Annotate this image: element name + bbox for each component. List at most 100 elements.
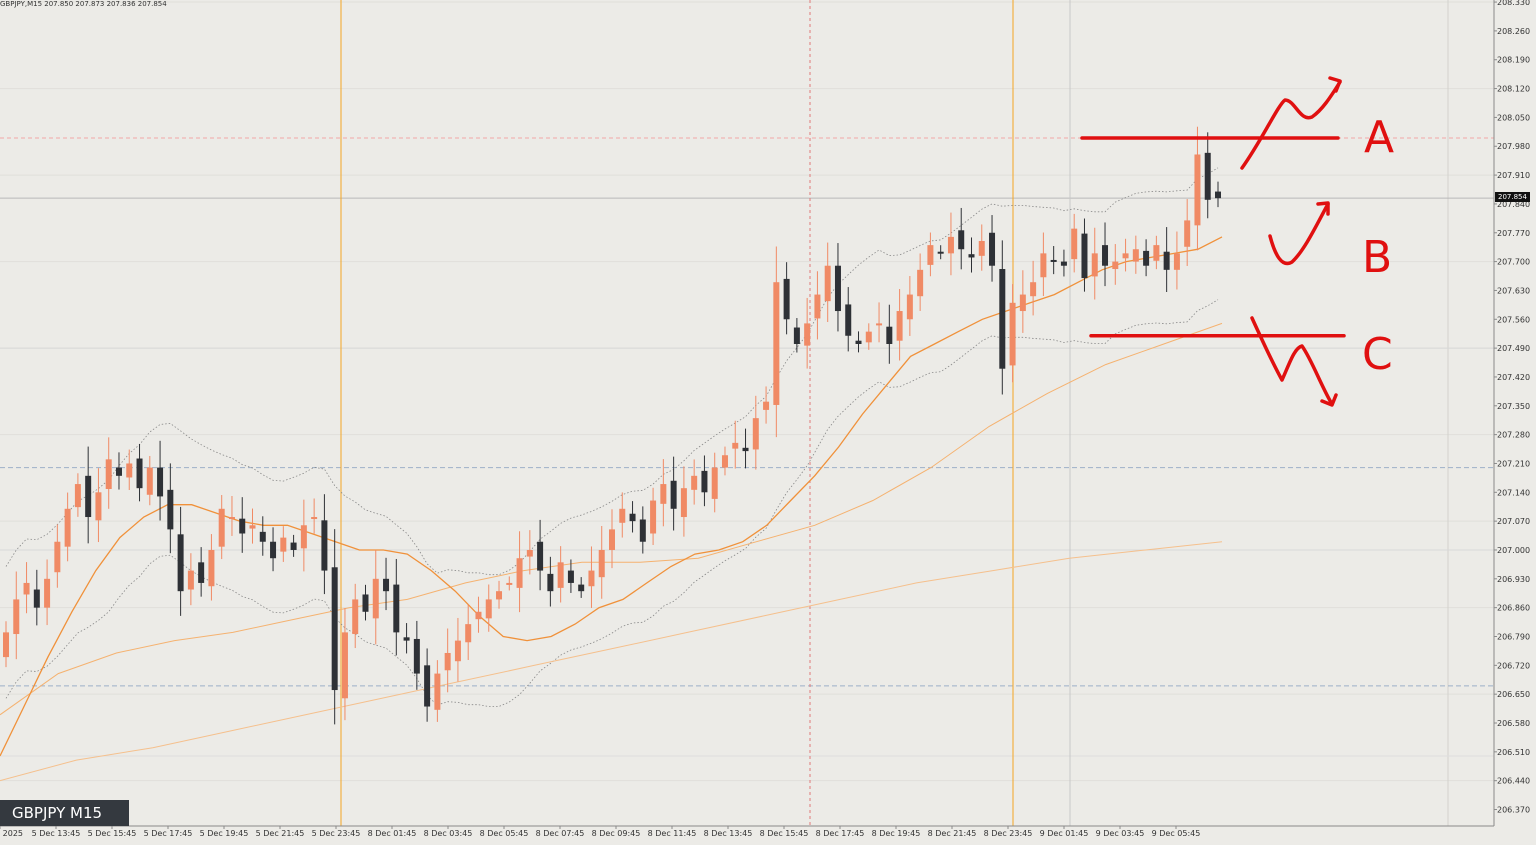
bull-candle xyxy=(896,311,903,341)
bear-candle xyxy=(968,254,975,258)
bull-candle xyxy=(1122,253,1129,259)
bull-candle xyxy=(218,508,225,547)
current-price-tag: 207.854 xyxy=(1495,192,1530,202)
ma-mid-line xyxy=(0,322,1223,716)
price-tick-label: 207.000 xyxy=(1497,546,1530,555)
bear-candle xyxy=(239,518,246,534)
scenario-c-arrowhead xyxy=(1320,393,1338,407)
price-tick-label: 208.260 xyxy=(1497,27,1530,36)
time-tick-label: 5 Dec 17:45 xyxy=(144,829,193,838)
bull-candle xyxy=(13,599,20,635)
price-tick-label: 207.350 xyxy=(1497,402,1530,411)
bear-candle xyxy=(958,230,965,250)
bull-candle xyxy=(906,294,913,320)
bear-candle xyxy=(537,541,544,571)
bear-candle xyxy=(177,534,184,592)
bull-candle xyxy=(1112,261,1119,270)
bear-candle xyxy=(670,480,677,509)
bear-candle xyxy=(1143,250,1150,266)
bull-candle xyxy=(721,455,728,468)
bull-candle xyxy=(146,467,153,495)
bull-candle xyxy=(650,500,657,534)
bear-candle xyxy=(1215,191,1221,199)
symbol-info-line: GBPJPY,M15 207.850 207.873 207.836 207.8… xyxy=(0,0,167,8)
bear-candle xyxy=(424,665,431,707)
time-tick-label: 5 Dec 15:45 xyxy=(88,829,137,838)
bollinger-lower xyxy=(5,299,1219,707)
time-tick-label: 8 Dec 17:45 xyxy=(816,829,865,838)
price-tick-label: 206.650 xyxy=(1497,690,1530,699)
bear-candle xyxy=(783,278,790,320)
bull-candle xyxy=(208,549,215,587)
bull-candle xyxy=(588,570,595,587)
time-tick-label: 8 Dec 09:45 xyxy=(592,829,641,838)
price-tick-label: 208.120 xyxy=(1497,85,1530,94)
bull-candle xyxy=(927,245,934,265)
price-tick-label: 206.860 xyxy=(1497,604,1530,613)
bull-candle xyxy=(619,508,626,523)
bear-candle xyxy=(1081,233,1088,279)
bollinger-upper xyxy=(5,167,1219,576)
time-tick-label: 9 Dec 03:45 xyxy=(1096,829,1145,838)
bull-candle xyxy=(434,673,441,710)
bear-candle xyxy=(393,584,400,633)
time-tick-label: 5 Dec 13:45 xyxy=(32,829,81,838)
bull-candle xyxy=(814,294,821,319)
bull-candle xyxy=(23,582,30,595)
bull-candle xyxy=(516,558,523,588)
price-tick-label: 207.210 xyxy=(1497,459,1530,468)
bear-candle xyxy=(362,594,369,612)
bear-candle xyxy=(742,447,749,452)
bear-candle xyxy=(85,475,92,518)
drawn-annotations: A BC xyxy=(1080,76,1394,407)
bull-candle xyxy=(341,632,348,699)
time-tick-label: 8 Dec 07:45 xyxy=(536,829,585,838)
label-c: C xyxy=(1362,329,1393,380)
bull-candle xyxy=(1184,220,1191,247)
bear-candle xyxy=(886,326,893,344)
price-tick-label: 206.370 xyxy=(1497,806,1530,815)
bull-candle xyxy=(865,331,872,343)
scenario-a-arrow xyxy=(1240,80,1342,170)
bear-candle xyxy=(567,570,574,583)
bull-candle xyxy=(187,570,194,590)
bull-candle xyxy=(454,640,461,662)
price-tick-label: 208.330 xyxy=(1497,0,1530,7)
bear-candle xyxy=(321,520,328,571)
bear-candle xyxy=(639,519,646,542)
bull-candle xyxy=(1071,228,1078,260)
bear-candle xyxy=(701,470,708,493)
time-tick-label: 8 Dec 01:45 xyxy=(368,829,417,838)
bear-candle xyxy=(1204,152,1211,200)
price-tick-label: 207.840 xyxy=(1497,200,1530,209)
bear-candle xyxy=(115,467,122,476)
bull-candle xyxy=(105,459,112,490)
bull-candle xyxy=(691,475,698,490)
price-tick-label: 207.630 xyxy=(1497,286,1530,295)
bear-candle xyxy=(1102,245,1109,266)
bear-candle xyxy=(33,589,40,608)
bull-candle xyxy=(506,582,513,585)
price-tick-label: 206.790 xyxy=(1497,632,1530,641)
bear-candle xyxy=(331,567,338,691)
price-tick-label: 206.930 xyxy=(1497,575,1530,584)
bull-candle xyxy=(475,611,482,620)
time-tick-label: 8 Dec 11:45 xyxy=(648,829,697,838)
time-tick-label: 8 Dec 13:45 xyxy=(704,829,753,838)
bull-candle xyxy=(465,624,472,643)
bear-candle xyxy=(198,562,205,583)
symbol-badge: GBPJPY M15 xyxy=(0,800,129,826)
bull-candle xyxy=(1132,249,1139,262)
bear-candle xyxy=(1050,259,1057,262)
bull-candle xyxy=(978,241,985,256)
bull-candle xyxy=(1040,253,1047,278)
bull-candle xyxy=(3,632,9,658)
bull-candle xyxy=(1009,302,1016,366)
label-a: A xyxy=(1364,112,1394,163)
time-tick-label: 8 Dec 21:45 xyxy=(928,829,977,838)
price-tick-label: 207.980 xyxy=(1497,142,1530,151)
bear-candle xyxy=(270,541,277,559)
